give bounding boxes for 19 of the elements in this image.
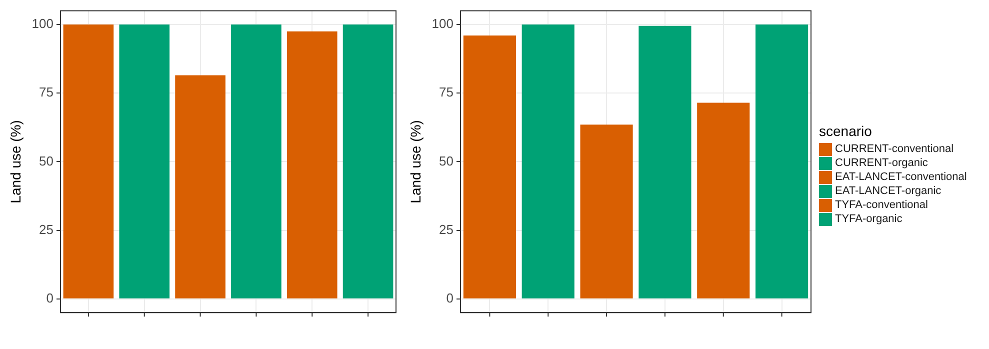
y-tick-label: 50 — [39, 153, 54, 168]
legend-title: scenario — [819, 123, 873, 139]
legend-label: EAT-LANCET-organic — [835, 185, 942, 197]
y-axis-title: Land use (%) — [407, 120, 424, 204]
legend-label: CURRENT-organic — [835, 157, 928, 169]
legend-label: CURRENT-conventional — [835, 143, 954, 155]
y-tick-label: 25 — [39, 222, 54, 237]
y-tick-label: 100 — [32, 16, 54, 32]
y-tick-label: 50 — [439, 153, 454, 168]
legend-label: TYFA-conventional — [835, 199, 928, 211]
y-tick-label: 75 — [439, 84, 454, 100]
y-tick-label: 0 — [446, 290, 454, 306]
y-tick-label: 100 — [432, 16, 454, 32]
legend-label: EAT-LANCET-conventional — [835, 171, 967, 183]
y-tick-label: 25 — [439, 222, 454, 237]
y-tick-label: 75 — [39, 84, 54, 100]
y-axis-title: Land use (%) — [7, 120, 24, 204]
y-tick-label: 0 — [46, 290, 54, 306]
legend-label: TYFA-organic — [835, 213, 902, 225]
